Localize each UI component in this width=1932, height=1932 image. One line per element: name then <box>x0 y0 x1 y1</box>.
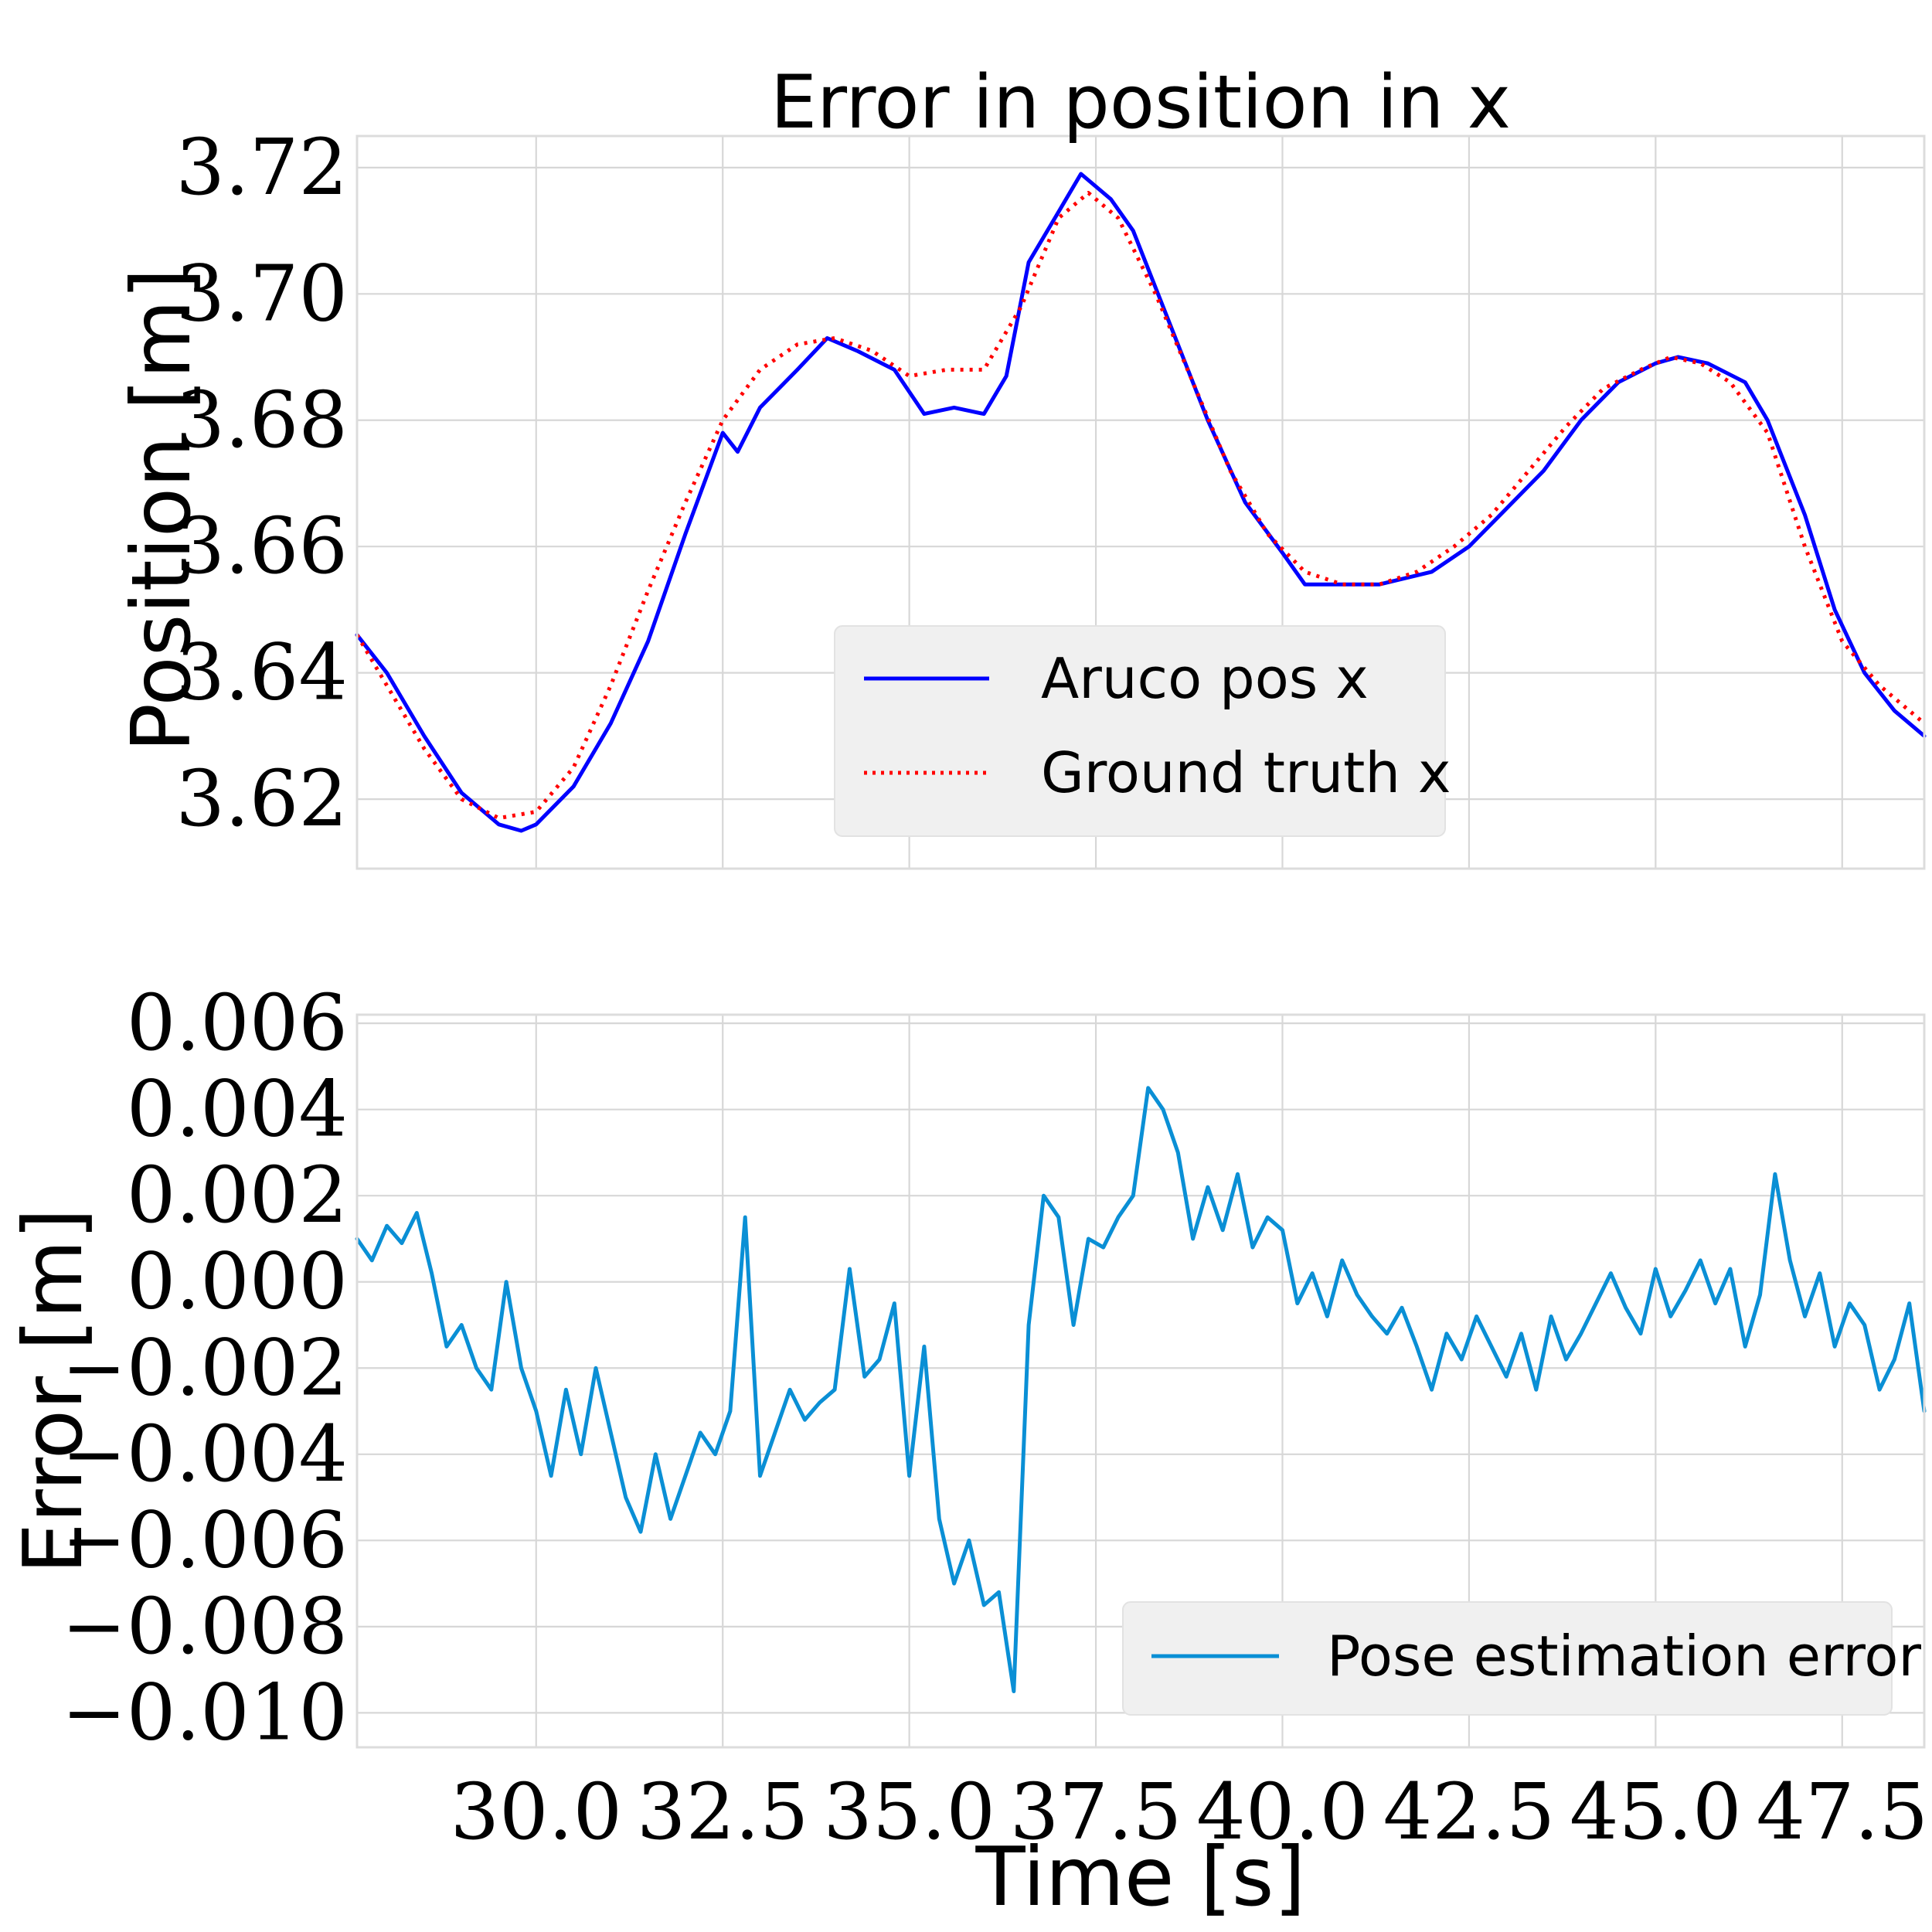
series-line-pose-estimation-error <box>355 1086 1927 1693</box>
legend-label-ground-truth: Ground truth x <box>1041 740 1451 805</box>
x-tick-label: 47.5 <box>1756 1767 1928 1857</box>
bottom-chart: 0.0060.0040.0020.000−0.002−0.004−0.006−0… <box>6 978 1928 1924</box>
x-tick-label: 45.0 <box>1570 1767 1742 1857</box>
y-tick-label: −0.008 <box>62 1581 348 1672</box>
x-tick-label: 42.5 <box>1383 1767 1556 1857</box>
bottom-legend: Pose estimation error <box>1122 1601 1921 1716</box>
top-y-tick-labels: 3.62 3.64 3.66 3.68 3.70 3.72 <box>175 122 348 844</box>
top-y-axis-label: Position [m] <box>114 268 209 752</box>
y-tick-label: 3.64 <box>175 628 348 718</box>
x-tick-label: 35.0 <box>823 1767 995 1857</box>
y-tick-label: −0.010 <box>62 1667 348 1757</box>
legend-label-aruco: Aruco pos x <box>1041 646 1369 711</box>
top-chart: 3.62 3.64 3.66 3.68 3.70 3.72 Error in positi… <box>114 60 1927 870</box>
x-tick-label: 30.0 <box>450 1767 622 1857</box>
bottom-y-tick-labels: 0.0060.0040.0020.000−0.002−0.004−0.006−0… <box>62 978 348 1757</box>
x-tick-label: 37.5 <box>1010 1767 1182 1857</box>
y-tick-label: −0.004 <box>62 1409 348 1499</box>
bottom-x-tick-labels: 30.0 32.5 35.0 37.5 40.0 42.5 45.0 47.5 <box>450 1767 1928 1857</box>
y-tick-label: 3.70 <box>175 248 348 338</box>
y-tick-label: 0.000 <box>127 1236 348 1327</box>
x-tick-label: 40.0 <box>1196 1767 1369 1857</box>
top-series-layer <box>355 172 1927 833</box>
bottom-y-axis-label: Error [m] <box>6 1208 100 1574</box>
chart-title: Error in position in x <box>770 60 1511 145</box>
top-legend: Aruco pos x Ground truth x <box>834 625 1451 837</box>
y-tick-label: 0.002 <box>127 1150 348 1240</box>
y-tick-label: 0.004 <box>127 1064 348 1155</box>
top-plot-frame <box>355 134 1926 870</box>
bottom-legend-box <box>1122 1601 1893 1716</box>
series-line-aruco-pos-x <box>355 172 1927 833</box>
bottom-series-layer <box>355 1086 1927 1693</box>
y-tick-label: 3.68 <box>175 375 348 465</box>
bottom-plot-frame <box>355 1013 1926 1749</box>
legend-label-pose-error: Pose estimation error <box>1327 1624 1921 1689</box>
y-tick-label: 3.62 <box>175 753 348 844</box>
y-tick-label: 3.66 <box>175 501 348 591</box>
y-tick-label: 0.006 <box>127 978 348 1068</box>
x-tick-label: 32.5 <box>637 1767 809 1857</box>
x-axis-label: Time [s] <box>975 1830 1306 1924</box>
y-tick-label: −0.002 <box>62 1322 348 1413</box>
y-tick-label: 3.72 <box>175 122 348 213</box>
y-tick-label: −0.006 <box>62 1495 348 1585</box>
